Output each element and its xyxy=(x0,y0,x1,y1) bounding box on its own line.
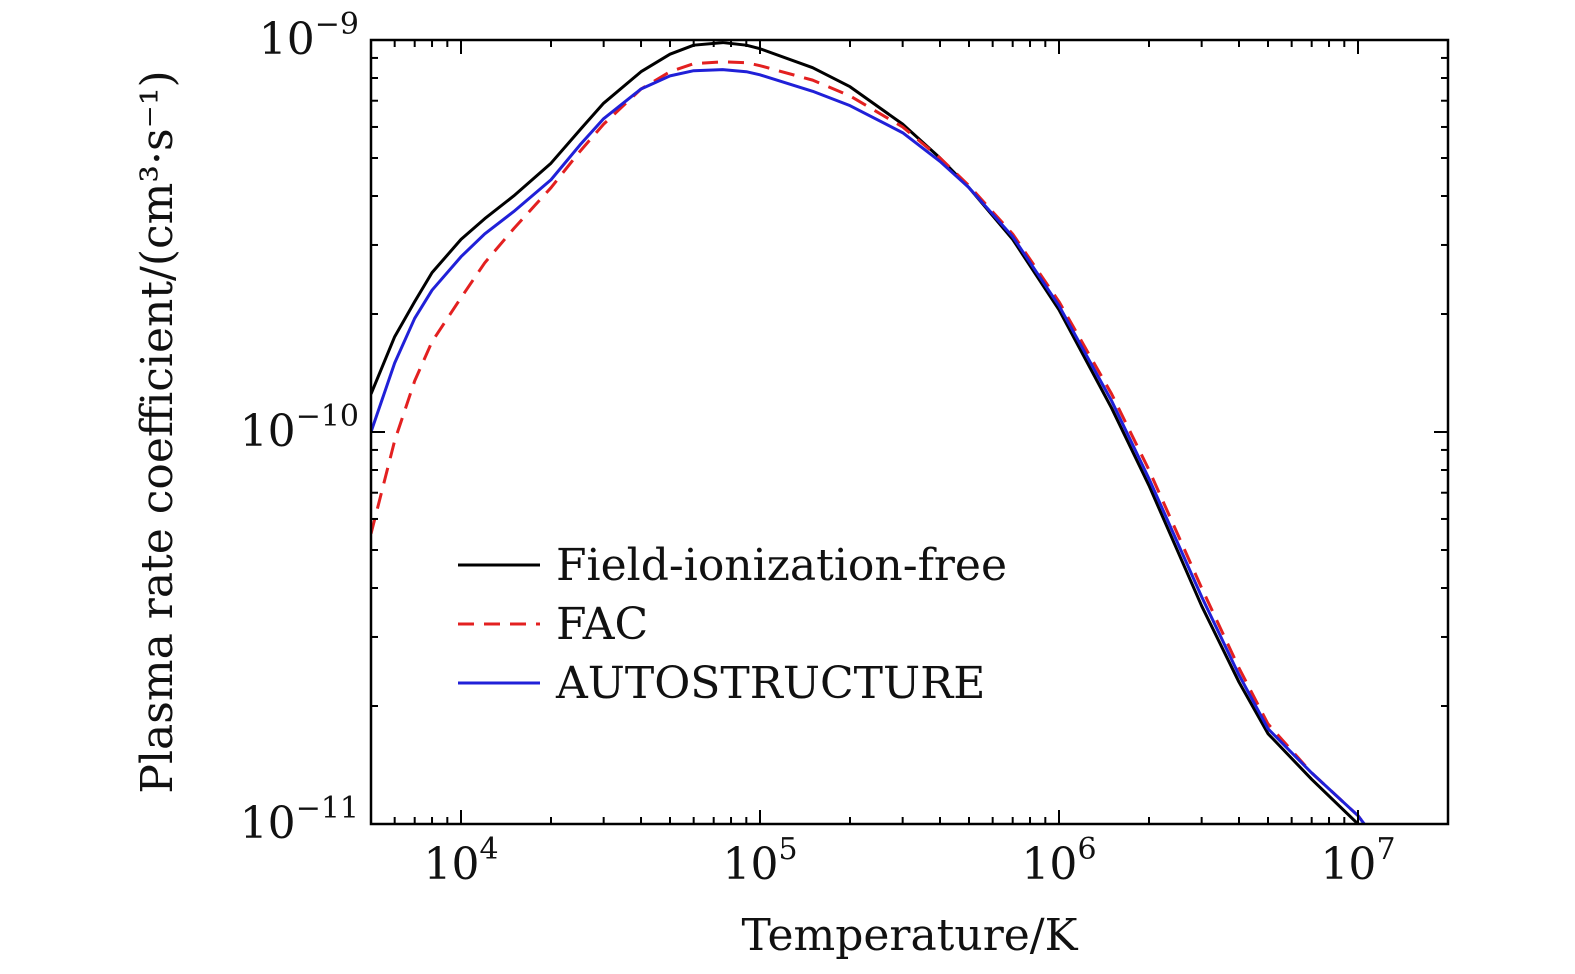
x-tick-label: 106 xyxy=(1021,832,1096,890)
series-layer xyxy=(371,41,1366,824)
legend-label-2: FAC xyxy=(556,599,648,650)
x-tick-label: 105 xyxy=(722,832,797,890)
y-tick-label: 10−11 xyxy=(240,791,359,849)
series-line-1 xyxy=(371,41,1360,824)
y-tick-label: 10−10 xyxy=(240,399,359,457)
x-tick-label: 107 xyxy=(1320,832,1395,890)
y-axis-label: Plasma rate coefficient/(cm³·s⁻¹) xyxy=(132,70,183,793)
y-tick-label: 10−9 xyxy=(259,7,359,65)
legend: Field-ionization-free FAC AUTOSTRUCTURE xyxy=(458,540,1007,709)
legend-label-3: AUTOSTRUCTURE xyxy=(555,658,985,709)
plot-frame xyxy=(369,38,1450,826)
series-line-2 xyxy=(371,60,1366,824)
tick-labels: 104 105 106 107 10−11 10−10 10−9 xyxy=(240,7,1396,890)
legend-label-1: Field-ionization-free xyxy=(556,540,1007,591)
series-line-3 xyxy=(371,68,1366,824)
x-axis-label: Temperature/K xyxy=(742,910,1079,961)
x-tick-label: 104 xyxy=(423,832,498,890)
